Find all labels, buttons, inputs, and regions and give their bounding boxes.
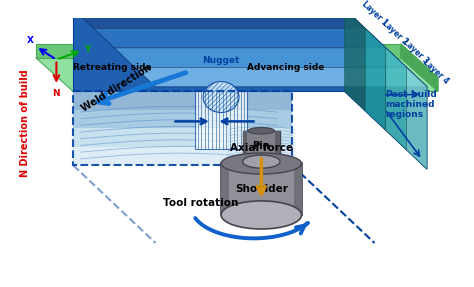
Text: Retreating side: Retreating side <box>73 63 152 71</box>
Polygon shape <box>365 28 386 130</box>
Bar <box>73 92 292 110</box>
Text: Tool rotation: Tool rotation <box>164 198 239 208</box>
Text: X: X <box>27 36 34 45</box>
Ellipse shape <box>221 201 301 229</box>
Polygon shape <box>73 9 365 28</box>
Polygon shape <box>36 44 401 58</box>
Bar <box>73 110 292 128</box>
Text: Weld direction: Weld direction <box>80 63 153 114</box>
Polygon shape <box>386 48 406 150</box>
Bar <box>275 131 280 162</box>
Ellipse shape <box>203 82 239 113</box>
Polygon shape <box>401 44 438 92</box>
Bar <box>243 131 247 162</box>
Text: Nugget: Nugget <box>202 56 240 65</box>
Polygon shape <box>94 28 386 48</box>
Text: Axial force: Axial force <box>230 143 293 153</box>
Bar <box>73 147 292 165</box>
Bar <box>243 131 280 162</box>
Text: N Direction of build: N Direction of build <box>19 69 29 177</box>
Text: Y: Y <box>84 45 91 54</box>
Text: Advancing side: Advancing side <box>247 63 325 71</box>
Bar <box>294 164 301 215</box>
Text: Layer 4: Layer 4 <box>421 57 451 86</box>
Polygon shape <box>345 9 427 169</box>
Polygon shape <box>406 67 427 169</box>
Ellipse shape <box>243 155 280 168</box>
Polygon shape <box>36 58 438 92</box>
Text: Pin: Pin <box>253 141 270 151</box>
Polygon shape <box>73 9 345 92</box>
Text: Layer 3: Layer 3 <box>401 38 430 66</box>
Polygon shape <box>135 67 427 87</box>
Ellipse shape <box>248 127 274 134</box>
Text: Post-build
machined
regions: Post-build machined regions <box>385 90 437 119</box>
Bar <box>195 92 247 150</box>
Polygon shape <box>345 9 365 111</box>
Text: N: N <box>53 89 60 98</box>
Polygon shape <box>114 48 406 67</box>
Bar <box>73 128 292 147</box>
Text: Layer 1: Layer 1 <box>360 0 389 27</box>
Ellipse shape <box>221 153 301 174</box>
Bar <box>221 164 228 215</box>
Text: Layer 2: Layer 2 <box>380 18 410 47</box>
Bar <box>221 164 301 215</box>
Text: Shoulder: Shoulder <box>235 184 288 194</box>
Polygon shape <box>73 9 427 87</box>
